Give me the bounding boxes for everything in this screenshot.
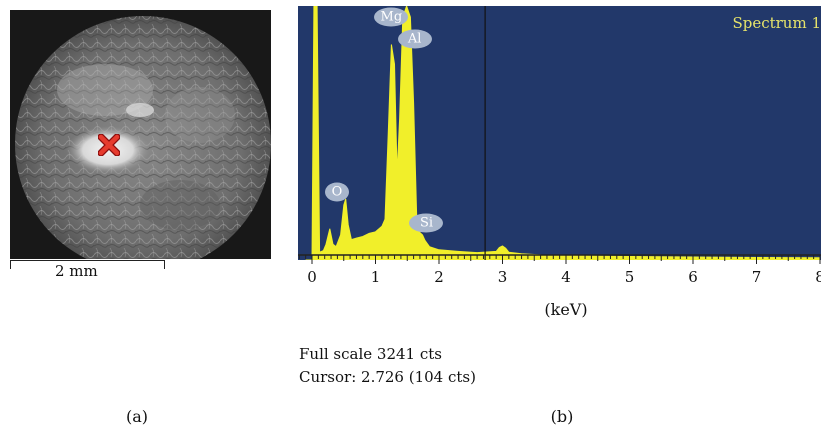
scale-bar — [10, 260, 165, 269]
panel-b-caption: (b) — [550, 407, 574, 426]
x-tick-label: 4 — [561, 268, 571, 286]
x-tick-label: 6 — [688, 268, 698, 286]
x-tick-label: 7 — [751, 268, 762, 286]
x-axis — [298, 254, 821, 264]
x-tick-label: 3 — [497, 268, 508, 286]
sem-image — [10, 10, 271, 259]
x-tick-label: 8 — [815, 268, 821, 286]
x-tick-label: 1 — [370, 268, 381, 286]
analysis-point-marker-icon — [98, 134, 120, 156]
peak-label-mg: Mg — [374, 7, 409, 27]
x-tick-label: 2 — [434, 268, 444, 286]
panel-a-caption: (a) — [125, 407, 149, 426]
peak-label-si: Si — [409, 213, 444, 233]
spectrum-series-line — [305, 6, 821, 260]
cursor-readout: Cursor: 2.726 (104 cts) — [299, 368, 476, 386]
spectrum-panel: Spectrum 1 Mg Al O Si — [298, 6, 821, 260]
x-axis-label: (keV) — [544, 300, 588, 319]
spectrum-title: Spectrum 1 — [732, 14, 821, 32]
peak-label-al: Al — [397, 29, 432, 49]
full-scale-readout: Full scale 3241 cts — [299, 345, 442, 363]
peak-label-o: O — [325, 182, 350, 202]
x-tick-label: 0 — [307, 268, 317, 286]
scale-bar-label: 2 mm — [55, 262, 98, 280]
x-tick-label: 5 — [624, 268, 635, 286]
spectrum-plot — [305, 6, 821, 260]
sem-image-graphic — [10, 10, 271, 259]
